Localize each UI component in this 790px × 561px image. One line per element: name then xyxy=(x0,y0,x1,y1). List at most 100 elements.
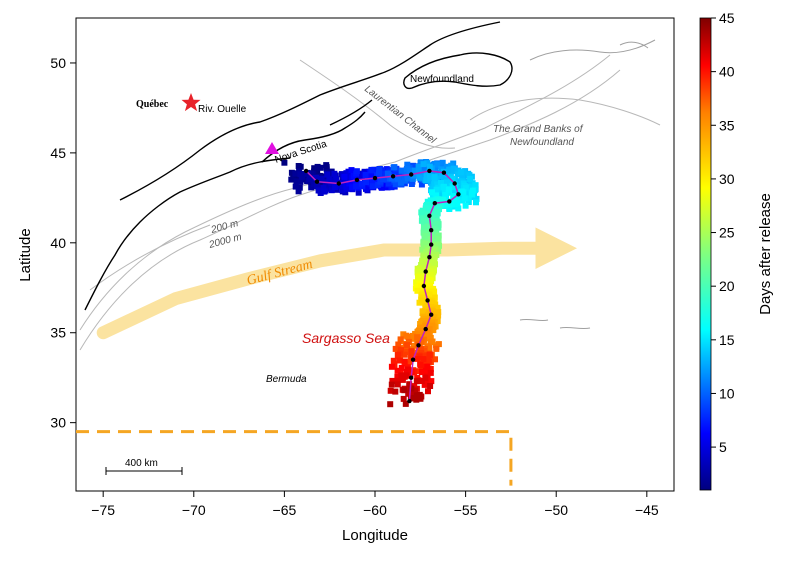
track-cloud-cell xyxy=(337,182,344,189)
track-cloud-cell xyxy=(469,187,476,194)
track-cloud-cell xyxy=(367,174,374,181)
track-cloud-cell xyxy=(441,180,448,187)
track-cloud-cell xyxy=(425,388,431,395)
track-cloud-cell xyxy=(404,342,411,349)
track-cloud-cell xyxy=(323,162,330,169)
track-cloud-cell xyxy=(318,175,325,182)
track-cloud-cell xyxy=(314,183,320,190)
track-cloud-cell xyxy=(454,171,461,178)
x-tick-label: −75 xyxy=(91,502,115,518)
track-cloud-cell xyxy=(449,201,456,208)
track-cloud-cell xyxy=(297,163,304,170)
track-cloud-cell xyxy=(306,175,313,182)
gulf-stream-band xyxy=(96,227,578,340)
track-cloud-cell xyxy=(445,201,452,208)
track-cloud-cell xyxy=(375,181,382,188)
track-cloud-cell xyxy=(311,165,318,172)
x-tick-label: −70 xyxy=(182,502,206,518)
track-cloud-cell xyxy=(420,261,427,268)
track-point xyxy=(390,174,396,179)
x-axis-ticks: −75 −70 −65 −60 −55 −50 −45 xyxy=(91,491,659,518)
track-cloud-cell xyxy=(419,369,426,376)
track-cloud-cell xyxy=(462,202,469,209)
track-cloud-cell xyxy=(394,381,401,388)
track-cloud-cell xyxy=(418,378,425,384)
track-cloud-cell xyxy=(404,175,411,182)
track-cloud-cell xyxy=(413,396,420,403)
track-cloud-cell xyxy=(426,299,433,306)
track-cloud-cell xyxy=(431,177,438,184)
track-cloud-cell xyxy=(434,181,441,188)
track-cloud-cell xyxy=(390,357,397,364)
track-point xyxy=(423,269,428,274)
track-cloud-cell xyxy=(431,234,438,241)
track-cloud-cell xyxy=(430,327,437,334)
track-cloud-cell xyxy=(400,395,407,402)
track-cloud-cell xyxy=(417,395,424,402)
colorbar-tick-label: 15 xyxy=(719,332,735,348)
track-cloud-cell xyxy=(415,164,422,170)
track-cloud-cell xyxy=(321,188,328,195)
track-cloud-cell xyxy=(420,225,427,232)
track-cloud-cell xyxy=(397,369,404,376)
track-cloud-cell xyxy=(425,358,432,364)
track-cloud-cell xyxy=(427,369,434,376)
track-cloud-cell xyxy=(439,159,446,166)
track-cloud-cell xyxy=(353,183,360,190)
track-point xyxy=(432,201,437,206)
track-cloud-cell xyxy=(435,341,442,348)
label-grand-banks-line1: The Grand Banks of xyxy=(493,124,584,135)
track-cloud-cell xyxy=(393,170,400,177)
x-tick-label: −60 xyxy=(363,502,387,518)
label-grand-banks-line2: Newfoundland xyxy=(510,137,574,148)
track-point xyxy=(441,170,447,175)
track-cloud-cell xyxy=(348,167,355,174)
track-cloud-cell xyxy=(410,172,417,179)
track-cloud-cell xyxy=(422,322,429,329)
track-cloud-cell xyxy=(429,189,435,196)
track-cloud-cell xyxy=(408,348,415,355)
colorbar-tick-label: 5 xyxy=(719,439,727,455)
track-cloud-cell xyxy=(422,233,429,240)
track-cloud-cell xyxy=(373,177,380,184)
track-cloud-cell xyxy=(462,185,469,192)
track-cloud-cell xyxy=(398,179,404,186)
track-cloud-cell xyxy=(436,191,443,198)
colorbar xyxy=(699,17,712,491)
track-cloud-cell xyxy=(414,334,421,341)
colorbar-tick-label: 10 xyxy=(719,385,735,401)
track-cloud-cell xyxy=(430,186,437,192)
track-point xyxy=(429,228,434,233)
x-tick-label: −65 xyxy=(273,502,297,518)
label-bermuda: Bermuda xyxy=(266,374,307,385)
track-cloud-cell xyxy=(328,187,335,194)
track-cloud-cell xyxy=(424,198,431,205)
track-cloud-cell xyxy=(421,210,428,217)
track-cloud-cell xyxy=(439,173,446,180)
track-cloud-cell xyxy=(398,171,405,178)
track-cloud-cell xyxy=(363,179,369,186)
track-cloud-cell xyxy=(398,167,405,174)
track-cloud-cell xyxy=(413,279,420,286)
track-cloud-cell xyxy=(388,381,395,388)
colorbar-title: Days after release xyxy=(757,193,774,315)
track-cloud-cell xyxy=(414,265,421,272)
track-cloud-cell xyxy=(358,180,365,187)
track-cloud-cell xyxy=(394,367,401,374)
track-cloud-cell xyxy=(394,373,401,380)
track-cloud-cell xyxy=(346,180,353,187)
colorbar-tick-label: 25 xyxy=(719,225,735,241)
track-cloud-cell xyxy=(387,401,394,408)
track-cloud-cell xyxy=(409,395,416,402)
track-cloud-cell xyxy=(431,294,438,301)
track-cloud-cell xyxy=(341,173,348,180)
track-cloud-cell xyxy=(362,172,369,178)
track-cloud-cell xyxy=(426,345,433,351)
track-cloud-cell xyxy=(308,184,315,191)
track-cloud-cell xyxy=(455,205,462,212)
track-cloud-cell xyxy=(428,378,435,385)
release-site-star-icon xyxy=(181,93,201,112)
track-point xyxy=(425,298,430,303)
track-cloud-cell xyxy=(376,166,383,173)
track-cloud-cell xyxy=(455,178,462,185)
